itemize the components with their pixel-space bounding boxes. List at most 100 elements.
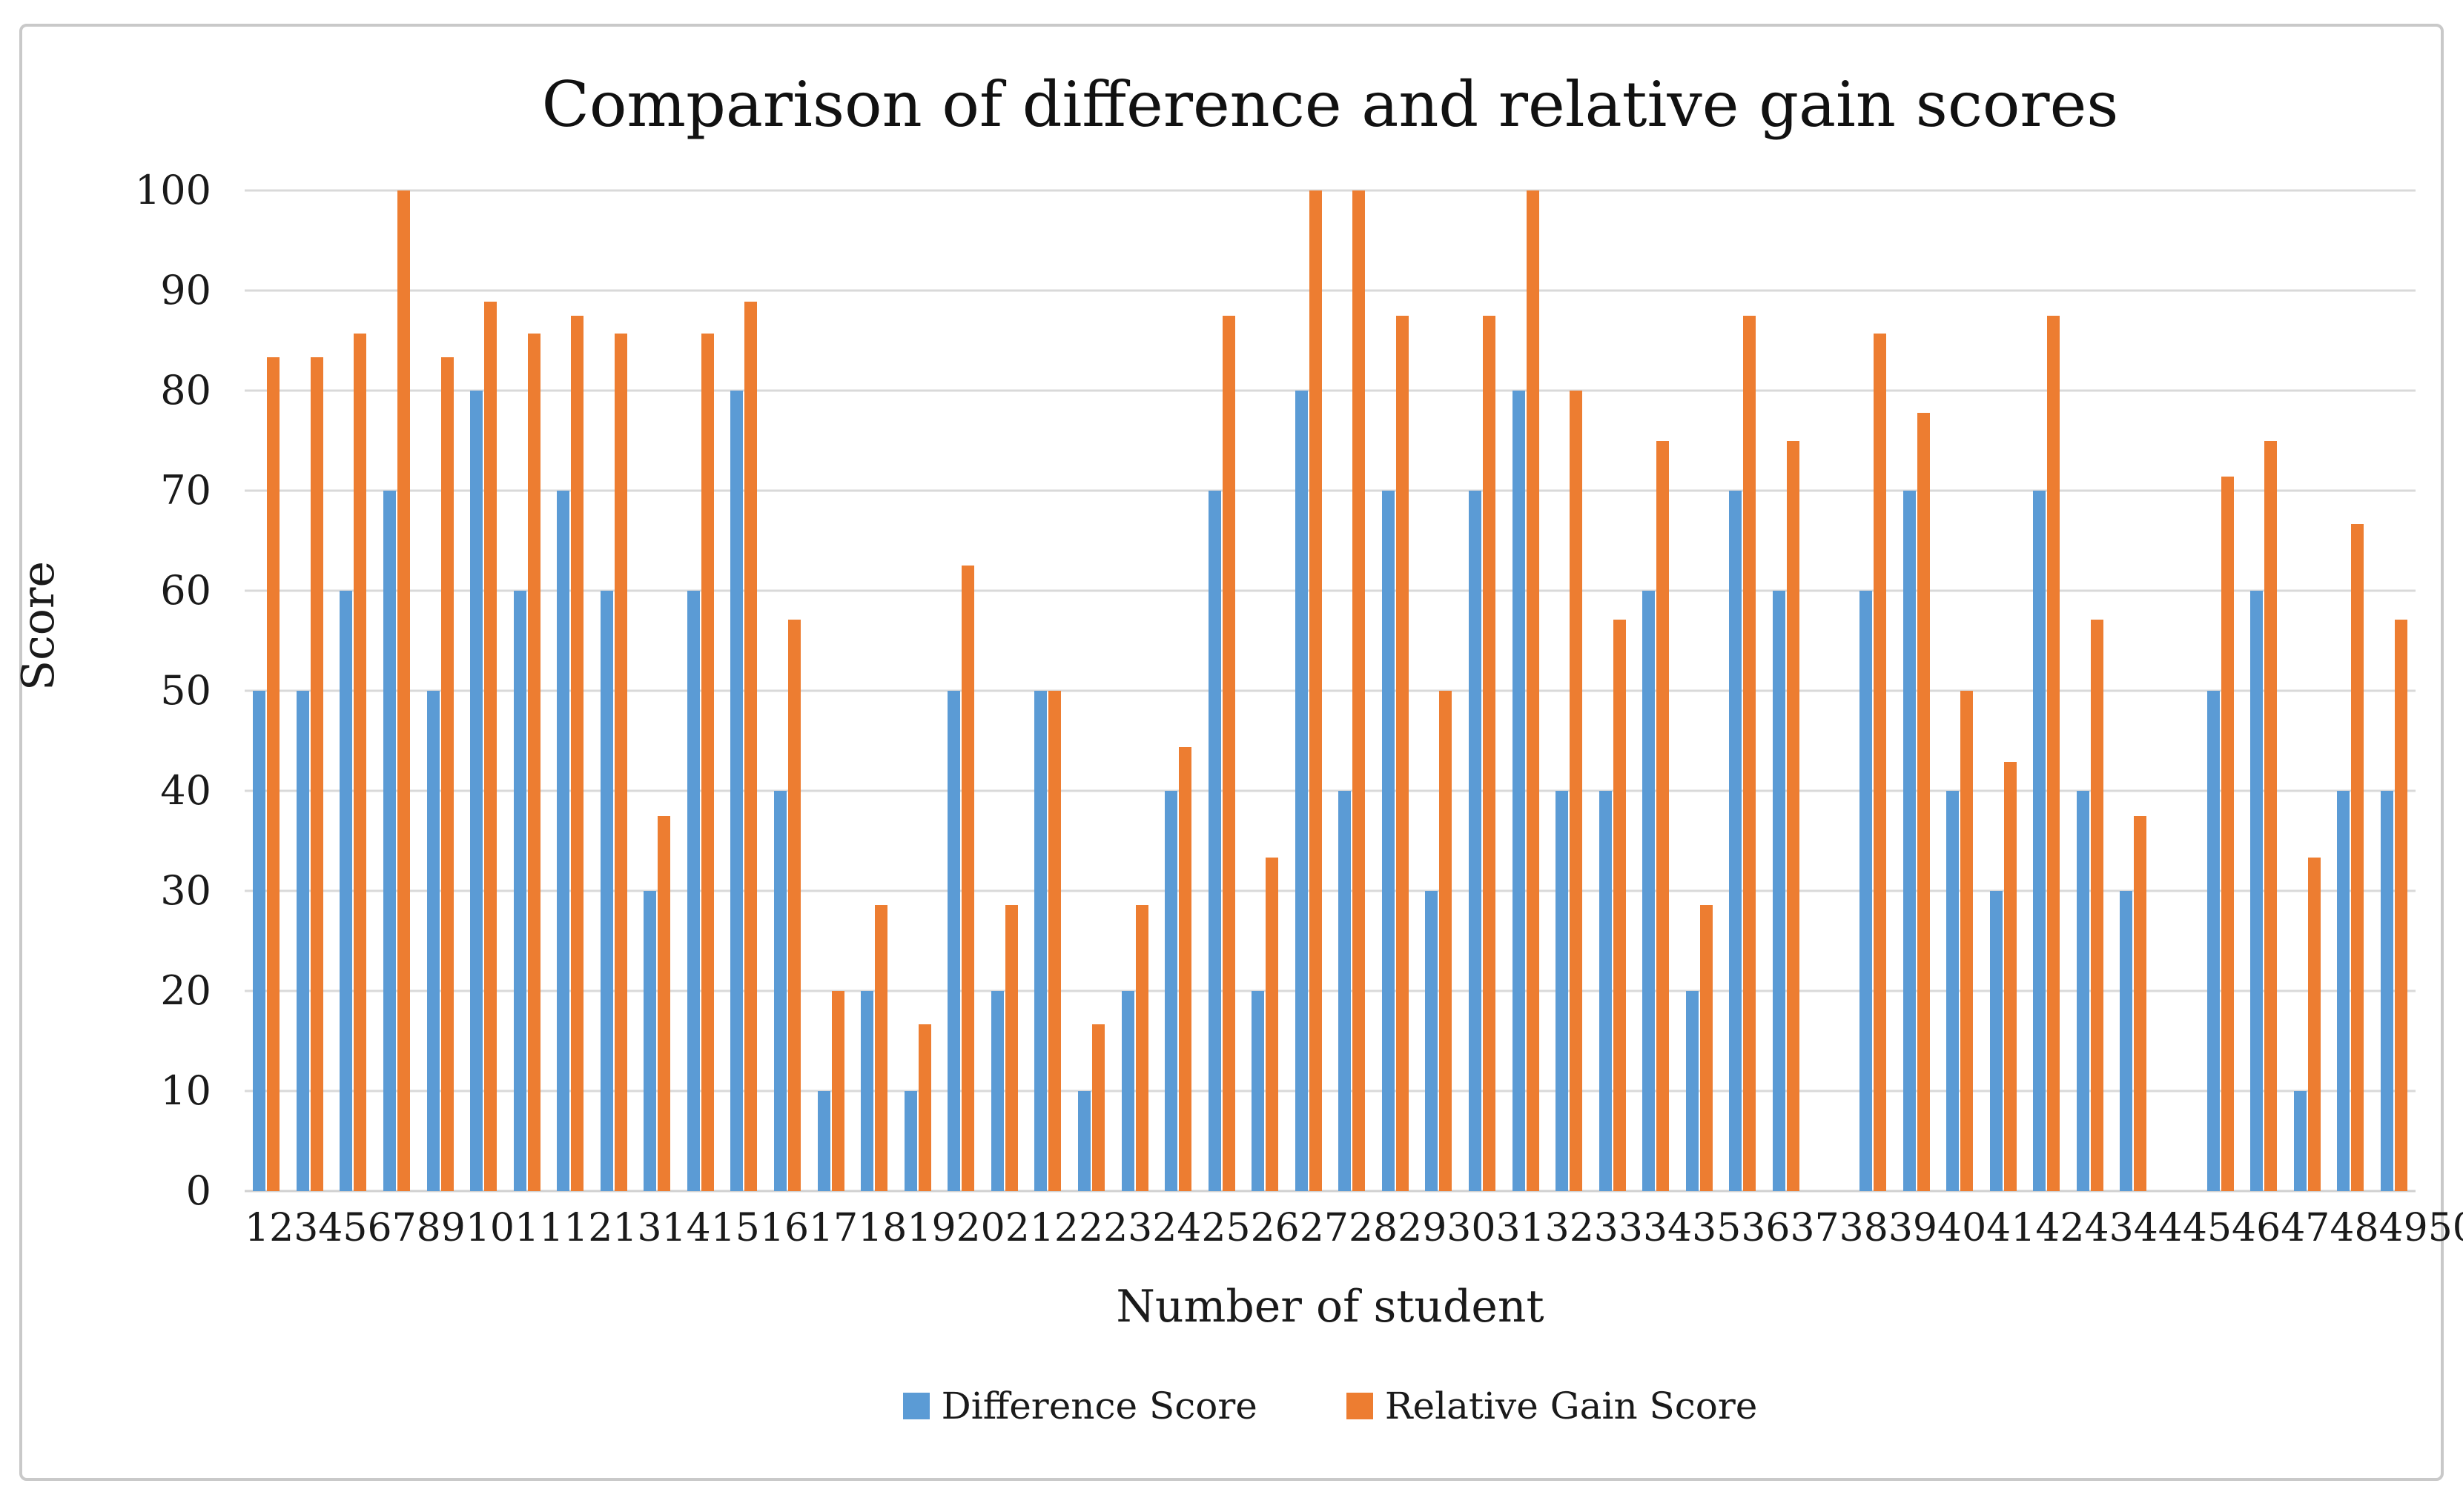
x-tick-label: 11 bbox=[515, 1206, 564, 1250]
x-tick-label: 43 bbox=[2084, 1206, 2134, 1250]
relative-gain-score-bar bbox=[1699, 904, 1713, 1191]
difference-score-bar bbox=[2033, 491, 2046, 1191]
legend-swatch-difference-score bbox=[902, 1393, 930, 1419]
relative-gain-score-bar bbox=[1309, 190, 1322, 1191]
x-tick-label: 8 bbox=[416, 1206, 441, 1250]
difference-score-bar bbox=[1642, 591, 1656, 1191]
legend-swatch-relative-gain-score bbox=[1346, 1393, 1373, 1419]
x-tick-label: 16 bbox=[759, 1206, 810, 1250]
relative-gain-score-bar bbox=[2351, 523, 2364, 1191]
bar-group bbox=[549, 190, 592, 1191]
bar-group bbox=[766, 190, 810, 1191]
relative-gain-score-bar bbox=[310, 357, 323, 1191]
y-tick-label: 60 bbox=[160, 567, 211, 614]
difference-score-bar bbox=[600, 591, 613, 1191]
x-tick-label: 48 bbox=[2330, 1206, 2379, 1250]
bar-group bbox=[896, 190, 939, 1191]
bar-group bbox=[1808, 190, 1851, 1191]
difference-score-bar bbox=[383, 491, 396, 1191]
bar-group bbox=[635, 190, 679, 1191]
x-tick-label: 2 bbox=[269, 1206, 294, 1250]
relative-gain-score-bar bbox=[397, 190, 410, 1191]
bar-group bbox=[1070, 190, 1114, 1191]
bar-group bbox=[2198, 190, 2242, 1191]
bar-pair bbox=[557, 190, 584, 1191]
x-tick-label: 29 bbox=[1398, 1206, 1447, 1250]
relative-gain-score-bar bbox=[2047, 315, 2060, 1191]
relative-gain-score-bar bbox=[1135, 904, 1148, 1191]
difference-score-bar bbox=[904, 1091, 917, 1191]
bar-group bbox=[1982, 190, 2026, 1191]
relative-gain-score-bar bbox=[875, 904, 888, 1191]
y-tick-label: 10 bbox=[160, 1067, 211, 1114]
bar-pair bbox=[296, 190, 323, 1191]
y-tick-label: 100 bbox=[134, 167, 211, 213]
relative-gain-score-bar bbox=[440, 357, 454, 1191]
difference-score-bar bbox=[513, 591, 526, 1191]
relative-gain-score-bar bbox=[1917, 412, 1930, 1191]
bar-pair bbox=[1165, 190, 1192, 1191]
bar-pair bbox=[2033, 190, 2060, 1191]
difference-score-bar bbox=[1599, 791, 1612, 1191]
bar-pair bbox=[1208, 190, 1235, 1191]
y-tick-label: 80 bbox=[160, 367, 211, 414]
relative-gain-score-bar bbox=[962, 566, 975, 1191]
legend: Difference Score Relative Gain Score bbox=[245, 1385, 2416, 1428]
x-axis-ticks: 1 2 3 4 5 6 7 8 9 10 11 12 13 14 15 16 17 18 19 20 21 22 23 24 2… bbox=[245, 1206, 2463, 1250]
difference-score-bar bbox=[253, 691, 266, 1191]
bar-group bbox=[1243, 190, 1287, 1191]
bar-pair bbox=[1295, 190, 1322, 1191]
bar-pair bbox=[1034, 190, 1062, 1191]
bar-pair bbox=[1859, 190, 1887, 1191]
bar-group bbox=[2242, 190, 2286, 1191]
x-tick-label: 34 bbox=[1642, 1206, 1693, 1250]
bar-group bbox=[418, 190, 462, 1191]
relative-gain-score-bar bbox=[1483, 315, 1496, 1191]
bar-group bbox=[939, 190, 983, 1191]
relative-gain-score-bar bbox=[2003, 761, 2017, 1191]
bar-group bbox=[1113, 190, 1157, 1191]
x-tick-label: 18 bbox=[858, 1206, 907, 1250]
x-tick-label: 19 bbox=[907, 1206, 956, 1250]
difference-score-bar bbox=[1425, 891, 1438, 1191]
bar-group bbox=[2069, 190, 2112, 1191]
bar-pair bbox=[1946, 190, 1974, 1191]
bar-pair bbox=[2163, 190, 2190, 1191]
x-tick-label: 20 bbox=[956, 1206, 1005, 1250]
relative-gain-score-bar bbox=[658, 815, 671, 1191]
bar-group bbox=[722, 190, 766, 1191]
bar-group bbox=[375, 190, 419, 1191]
bar-group bbox=[1851, 190, 1895, 1191]
bar-pair bbox=[1685, 190, 1713, 1191]
bar-pair bbox=[948, 190, 975, 1191]
difference-score-bar bbox=[1685, 991, 1699, 1191]
bar-group bbox=[853, 190, 896, 1191]
bar-pair bbox=[2293, 190, 2321, 1191]
difference-score-bar bbox=[2250, 591, 2264, 1191]
difference-score-bar bbox=[1946, 791, 1960, 1191]
bar-pair bbox=[1425, 190, 1452, 1191]
y-tick-label: 30 bbox=[160, 867, 211, 914]
bar-pair bbox=[1902, 190, 1930, 1191]
y-tick-label: 40 bbox=[160, 767, 211, 814]
x-tick-label: 15 bbox=[710, 1206, 760, 1250]
relative-gain-score-bar bbox=[1743, 315, 1756, 1191]
bar-group bbox=[288, 190, 332, 1191]
relative-gain-score-bar bbox=[1048, 691, 1062, 1191]
relative-gain-score-bar bbox=[1613, 620, 1626, 1191]
bar-pair bbox=[861, 190, 888, 1191]
bar-pair bbox=[1816, 190, 1843, 1191]
relative-gain-score-bar bbox=[2307, 858, 2321, 1191]
y-tick-label: 90 bbox=[160, 267, 211, 314]
x-tick-label: 39 bbox=[1888, 1206, 1937, 1250]
legend-label-relative-gain-score: Relative Gain Score bbox=[1384, 1385, 1758, 1428]
x-tick-label: 47 bbox=[2281, 1206, 2330, 1250]
x-axis-label: Number of student bbox=[1116, 1281, 1544, 1333]
bar-group bbox=[679, 190, 723, 1191]
bar-group bbox=[245, 190, 288, 1191]
bar-group bbox=[1765, 190, 1808, 1191]
bar-pair bbox=[1599, 190, 1626, 1191]
bar-group bbox=[1634, 190, 1678, 1191]
bar-pair bbox=[2337, 190, 2364, 1191]
